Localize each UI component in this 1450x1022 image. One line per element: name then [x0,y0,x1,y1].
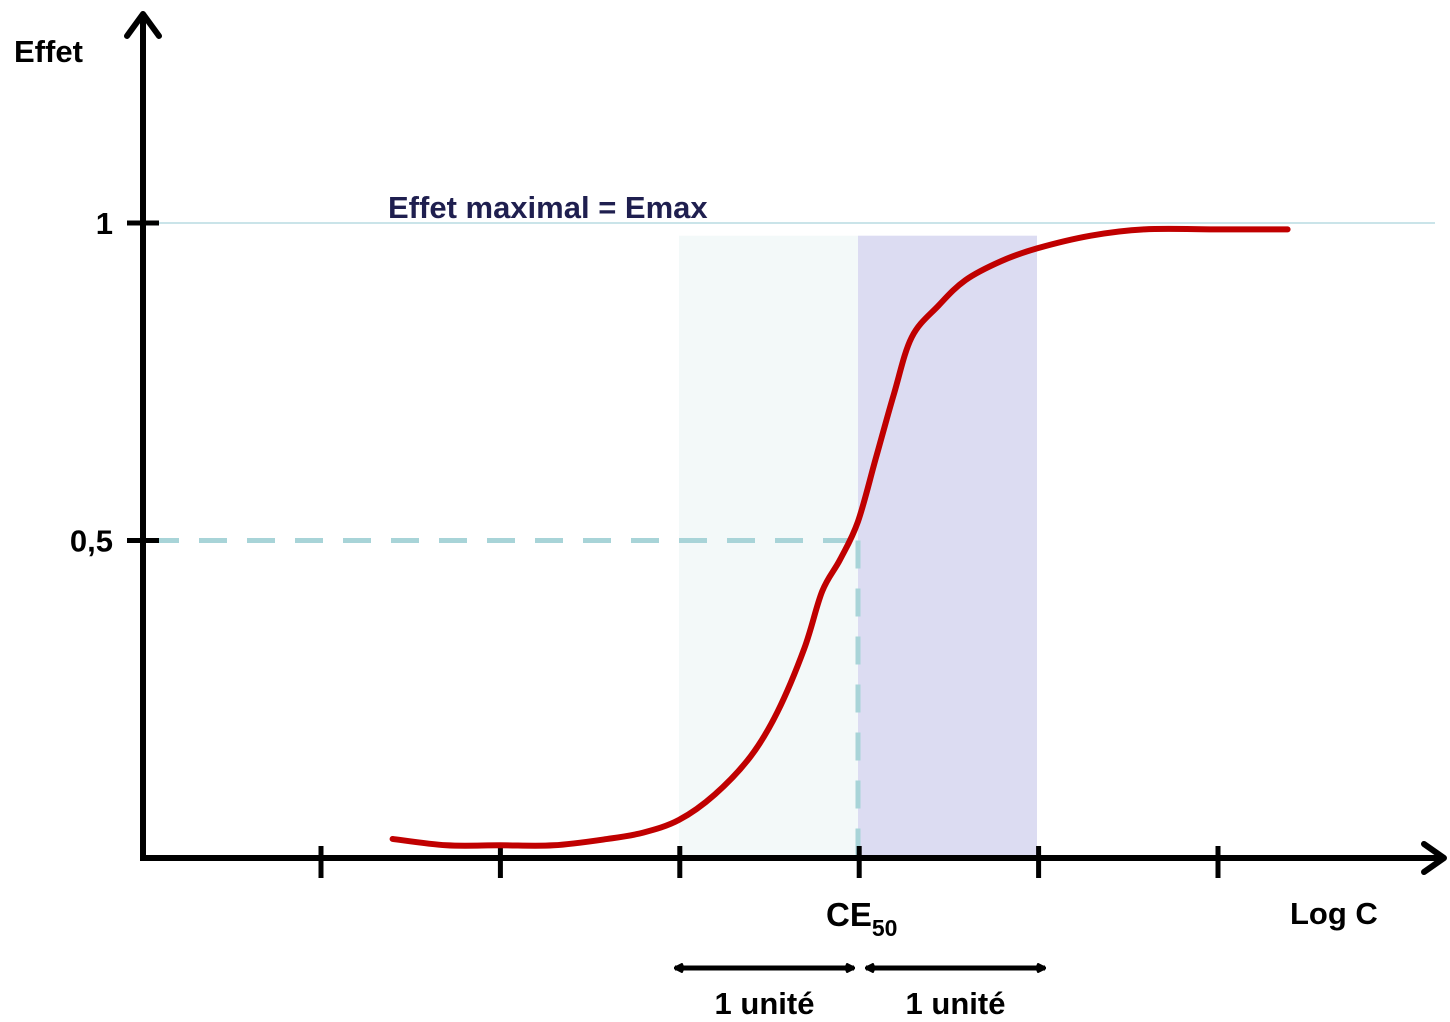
y-tick-label: 0,5 [70,524,113,559]
unit-span-label: 1 unité [906,986,1006,1021]
x-axis-arrowhead [1421,841,1447,875]
ce50-label: CE50 [826,896,897,941]
y-axis-arrowhead [124,11,162,39]
emax-label: Effet maximal = Emax [388,190,708,225]
x-axis-label: Log C [1290,896,1378,931]
sigmoid-curve [389,225,1291,849]
ce50-label-sub: 50 [872,915,898,941]
y-tick-label: 1 [96,206,113,241]
ce50-label-main: CE [826,896,872,933]
band-left [679,235,858,855]
band-right [858,235,1037,855]
y-axis-label: Effet [14,34,83,69]
unit-span-label: 1 unité [715,986,815,1021]
